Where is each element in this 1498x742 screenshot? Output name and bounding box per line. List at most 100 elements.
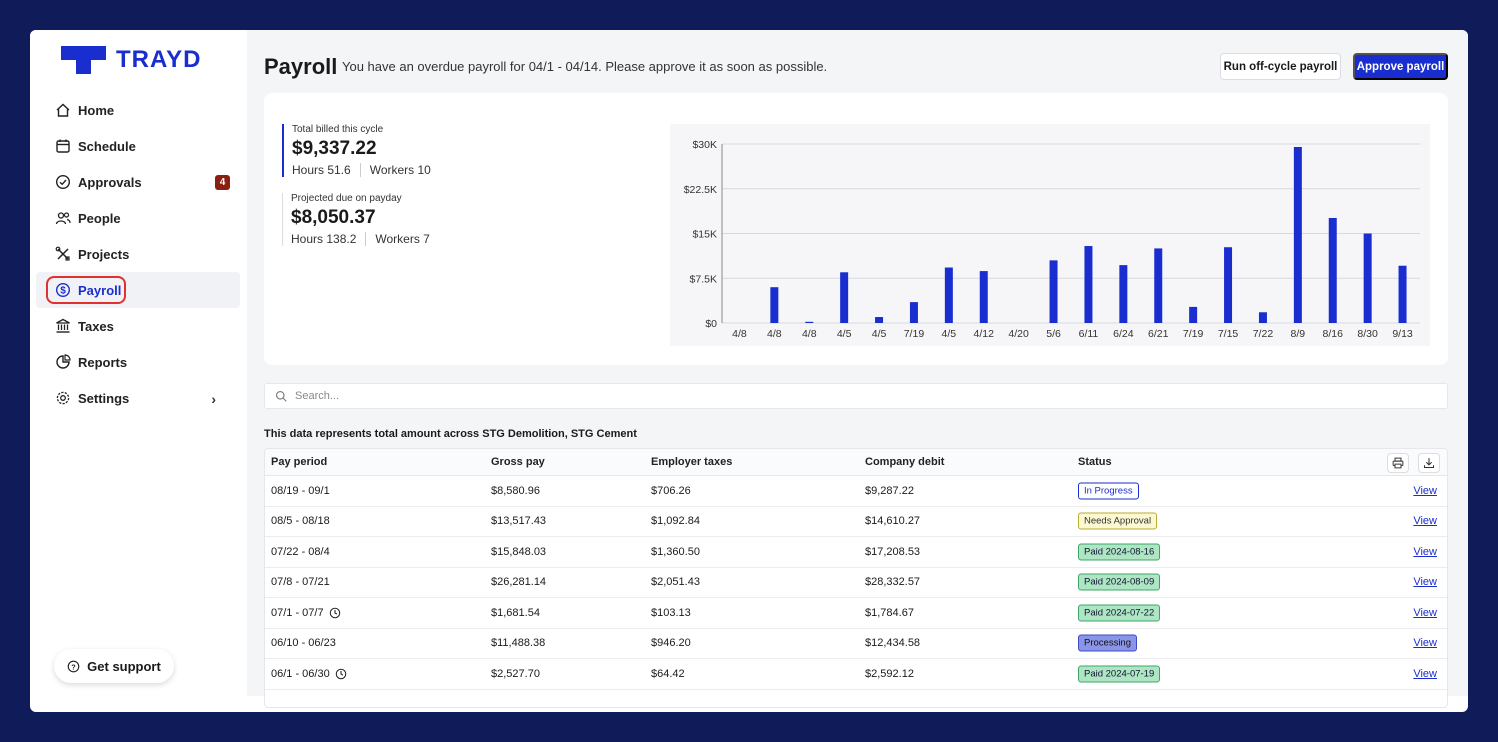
x-tick-label: 4/5 <box>872 328 887 340</box>
table-row[interactable]: 07/1 - 07/7 $1,681.54 $103.13 $1,784.67 Paid… <box>265 598 1447 629</box>
svg-text:$: $ <box>60 286 66 297</box>
sidebar-item-home[interactable]: Home <box>36 92 240 128</box>
sidebar-item-settings[interactable]: Settings › <box>36 380 240 416</box>
sidebar-item-label: People <box>78 210 121 226</box>
stat-workers: Workers 7 <box>375 232 430 246</box>
sidebar-item-schedule[interactable]: Schedule <box>36 128 240 164</box>
sidebar-item-label: Approvals <box>78 174 142 190</box>
company-debit-cell: $9,287.22 <box>865 484 914 497</box>
col-status[interactable]: Status <box>1078 456 1112 468</box>
x-tick-label: 8/30 <box>1357 328 1378 340</box>
get-support-button[interactable]: ? Get support <box>54 649 174 683</box>
table-row[interactable]: 07/22 - 08/4 $15,848.03 $1,360.50 $17,208.5… <box>265 537 1447 568</box>
table-row[interactable]: 06/10 - 06/23 $11,488.38 $946.20 $12,434.58… <box>265 629 1447 659</box>
tools-icon <box>54 245 72 263</box>
pay-period-cell: 06/1 - 06/30 <box>271 667 330 680</box>
company-debit-cell: $1,784.67 <box>865 606 914 619</box>
x-tick-label: 7/19 <box>904 328 925 340</box>
col-employer-taxes[interactable]: Employer taxes <box>651 456 733 468</box>
view-link[interactable]: View <box>1413 606 1437 619</box>
pie-chart-icon <box>54 353 72 371</box>
sidebar-item-projects[interactable]: Projects <box>36 236 240 272</box>
gear-icon <box>54 389 72 407</box>
y-tick-label: $15K <box>692 229 717 241</box>
table-row[interactable]: 08/5 - 08/18 $13,517.43 $1,092.84 $14,610.2… <box>265 507 1447 537</box>
calendar-icon <box>54 137 72 155</box>
status-badge: Processing <box>1078 634 1137 652</box>
stat-hours: Hours 51.6 <box>292 163 351 177</box>
bar <box>1328 217 1337 323</box>
status-badge: Paid 2024-08-16 <box>1078 543 1161 561</box>
view-link[interactable]: View <box>1413 545 1437 558</box>
clock-icon <box>335 668 346 680</box>
app-window: TRAYD Home Schedule Approvals 4 People Projec… <box>30 30 1468 712</box>
gross-pay-cell: $26,281.14 <box>491 576 547 589</box>
x-tick-label: 8/16 <box>1323 328 1344 340</box>
table-row[interactable]: 08/19 - 09/1 $8,580.96 $706.26 $9,287.22 In … <box>265 476 1447 507</box>
employer-taxes-cell: $1,092.84 <box>651 515 700 528</box>
x-tick-label: 6/21 <box>1148 328 1169 340</box>
sidebar-item-label: Taxes <box>78 318 114 334</box>
download-icon <box>1423 458 1435 469</box>
run-off-cycle-payroll-button[interactable]: Run off-cycle payroll <box>1220 53 1341 80</box>
y-tick-label: $22.5K <box>684 184 717 196</box>
stat-hours: Hours 138.2 <box>291 232 357 246</box>
bar <box>909 302 918 323</box>
x-tick-label: 8/9 <box>1291 328 1306 340</box>
sidebar-item-approvals[interactable]: Approvals 4 <box>36 164 240 200</box>
sidebar-item-people[interactable]: People <box>36 200 240 236</box>
search-icon <box>275 390 287 402</box>
employer-taxes-cell: $946.20 <box>651 637 691 650</box>
trayd-logo-icon <box>61 46 106 74</box>
stat-label: Total billed this cycle <box>292 124 384 135</box>
table-header: Pay period Gross pay Employer taxes Comp… <box>265 449 1447 476</box>
x-tick-label: 4/12 <box>974 328 995 340</box>
employer-taxes-cell: $1,360.50 <box>651 545 700 558</box>
search-bar[interactable] <box>264 383 1448 409</box>
sidebar-item-label: Reports <box>78 354 128 370</box>
x-tick-label: 4/20 <box>1008 328 1029 340</box>
chevron-right-icon[interactable]: › <box>211 391 216 407</box>
search-input[interactable] <box>295 390 695 402</box>
sidebar-item-taxes[interactable]: Taxes <box>36 308 240 344</box>
bar <box>1258 312 1267 323</box>
home-icon <box>54 101 72 119</box>
sidebar-item-payroll[interactable]: $ Payroll <box>36 272 240 308</box>
table-row[interactable]: 06/1 - 06/30 $2,527.70 $64.42 $2,592.12 Paid… <box>265 659 1447 690</box>
sidebar-item-reports[interactable]: Reports <box>36 344 240 380</box>
x-tick-label: 7/19 <box>1183 328 1204 340</box>
sidebar-nav: Home Schedule Approvals 4 People Projects $ Pay… <box>36 92 240 416</box>
payroll-table: Pay period Gross pay Employer taxes Comp… <box>264 448 1448 708</box>
bar <box>1154 248 1163 323</box>
stat-value: $9,337.22 <box>292 138 377 159</box>
download-button[interactable] <box>1418 453 1440 473</box>
employer-taxes-cell: $706.26 <box>651 484 691 497</box>
print-button[interactable] <box>1387 453 1409 473</box>
x-tick-label: 9/13 <box>1392 328 1413 340</box>
col-company-debit[interactable]: Company debit <box>865 456 945 468</box>
table-row[interactable]: 07/8 - 07/21 $26,281.14 $2,051.43 $28,332.5… <box>265 568 1447 598</box>
sidebar: TRAYD Home Schedule Approvals 4 People Projec… <box>30 30 247 696</box>
bar <box>1224 247 1233 323</box>
view-link[interactable]: View <box>1413 515 1437 528</box>
employer-taxes-cell: $103.13 <box>651 606 691 619</box>
col-gross-pay[interactable]: Gross pay <box>491 456 545 468</box>
brand-logo[interactable]: TRAYD <box>61 46 201 74</box>
bar <box>944 267 953 323</box>
view-link[interactable]: View <box>1413 667 1437 680</box>
employer-taxes-cell: $2,051.43 <box>651 576 700 589</box>
y-tick-label: $30K <box>692 139 717 151</box>
col-pay-period[interactable]: Pay period <box>271 456 328 468</box>
view-link[interactable]: View <box>1413 576 1437 589</box>
bar <box>1293 146 1302 323</box>
x-tick-label: 5/6 <box>1046 328 1061 340</box>
approve-payroll-button[interactable]: Approve payroll <box>1353 53 1448 80</box>
payroll-bar-chart: $0 $7.5K $15K $22.5K $30K 4/8 4/8 4/8 4/5 4/5 7/19… <box>670 124 1430 346</box>
main-content: Payroll You have an overdue payroll for … <box>247 30 1468 708</box>
company-debit-cell: $14,610.27 <box>865 515 921 528</box>
view-link[interactable]: View <box>1413 484 1437 497</box>
y-tick-label: $0 <box>705 318 717 330</box>
view-link[interactable]: View <box>1413 637 1437 650</box>
bar <box>1049 260 1058 323</box>
x-tick-label: 6/11 <box>1079 328 1099 340</box>
